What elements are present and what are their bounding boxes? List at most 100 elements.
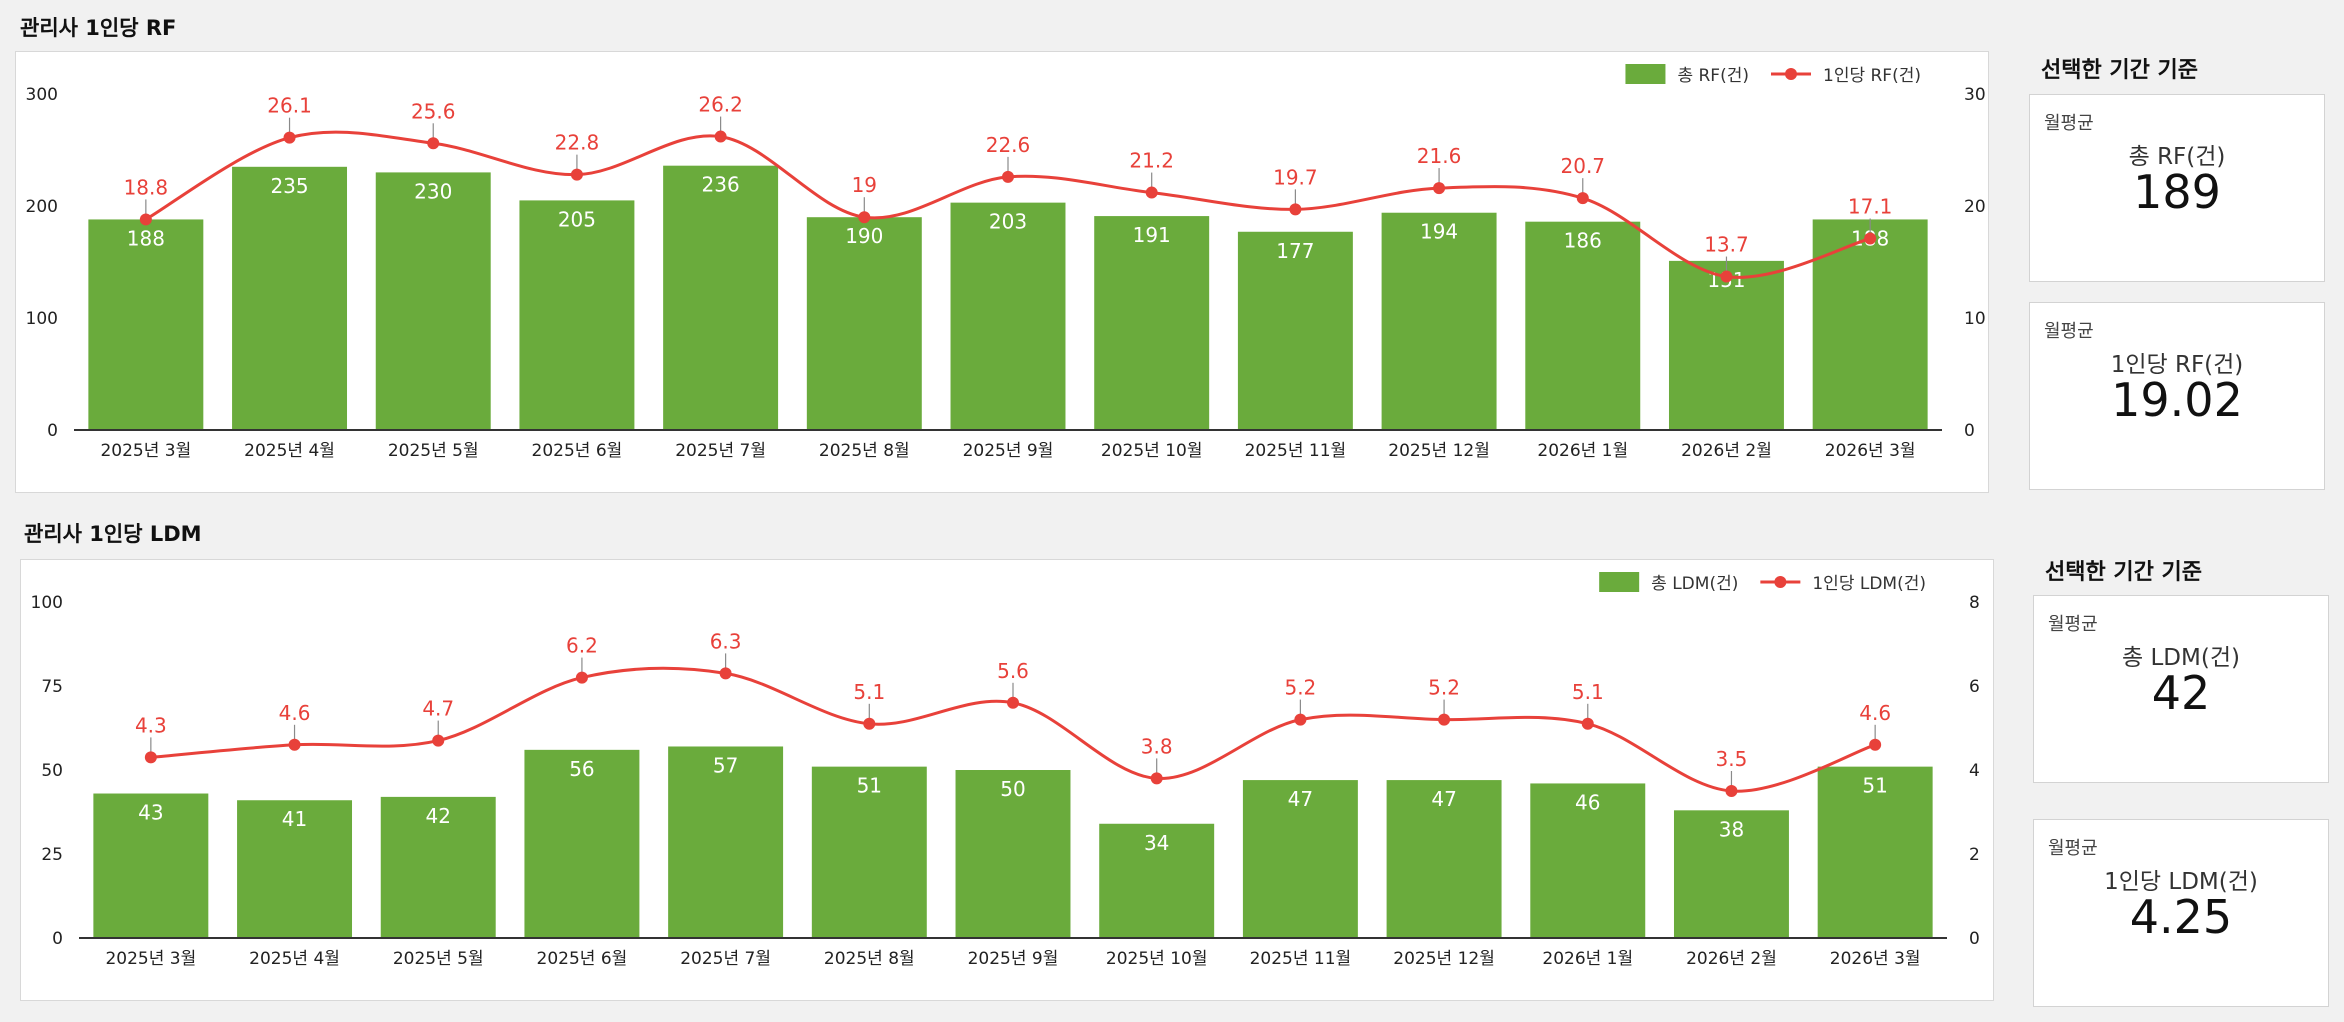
rf-chart-svg: 0 100 200 300 0 10 20 30 188 2025년 3월 235 2025년 4월 2…	[26, 64, 1986, 461]
rf-point	[1864, 232, 1877, 245]
ldm-bar	[1099, 823, 1215, 938]
ldm-point	[719, 667, 732, 680]
rf-bar	[1094, 216, 1210, 430]
ldm-bar-label: 51	[857, 774, 882, 798]
ldm-point-label: 3.8	[1141, 734, 1173, 758]
ldm-point	[1869, 738, 1882, 751]
ldm-point-label: 5.2	[1284, 676, 1316, 700]
rf-point	[1576, 192, 1589, 205]
ldm-x-tick: 2025년 7월	[680, 949, 771, 969]
rf-bar-label: 194	[1420, 220, 1458, 244]
ldm-right-tick: 4	[1969, 761, 1980, 781]
rf-right-tick: 20	[1964, 197, 1986, 217]
ldm-bar	[1530, 783, 1646, 938]
card-label: 1인당 LDM(건)	[2104, 869, 2258, 895]
ldm-bar-label: 47	[1431, 787, 1456, 811]
rf-bar	[1237, 231, 1353, 430]
rf-point-label: 17.1	[1848, 194, 1893, 218]
rf-point-label: 21.6	[1417, 144, 1462, 168]
ldm-point	[1294, 713, 1307, 726]
ldm-bar	[237, 800, 353, 938]
ldm-point-label: 6.3	[710, 629, 742, 653]
ldm-left-tick: 100	[31, 593, 63, 613]
ldm-x-tick: 2025년 12월	[1393, 949, 1495, 969]
ldm-point-label: 6.2	[566, 634, 598, 658]
rf-chart: 0 100 200 300 0 10 20 30 188 2025년 3월 235 2025년 4월 2…	[15, 51, 1989, 493]
ldm-x-tick: 2025년 11월	[1250, 949, 1352, 969]
rf-point-label: 19	[852, 173, 877, 197]
rf-point	[283, 131, 296, 144]
ldm-bar-label: 56	[569, 757, 594, 781]
ldm-bar	[955, 770, 1071, 938]
rf-point-label: 21.2	[1129, 149, 1174, 173]
rf-x-tick: 2025년 6월	[532, 441, 623, 461]
rf-bar	[375, 172, 491, 430]
rf-bar	[232, 166, 348, 431]
rf-bar-label: 190	[845, 224, 883, 248]
ldm-legend-bar-swatch	[1599, 572, 1640, 592]
rf-right-tick: 10	[1964, 309, 1986, 329]
ldm-point-label: 5.6	[997, 659, 1029, 683]
rf-left-tick: 200	[26, 197, 58, 217]
rf-legend-bar-swatch	[1625, 64, 1666, 84]
rf-bar	[1525, 221, 1641, 430]
rf-point	[858, 211, 871, 224]
rf-bar-label: 188	[127, 226, 165, 250]
card-caption: 월평균	[2044, 113, 2094, 134]
rf-x-tick: 2025년 3월	[100, 441, 191, 461]
ldm-bar-label: 50	[1000, 777, 1025, 801]
ldm-x-tick: 2025년 10월	[1106, 949, 1208, 969]
ldm-x-tick: 2025년 9월	[968, 949, 1059, 969]
ldm-point-label: 3.5	[1716, 747, 1748, 771]
rf-point	[1145, 186, 1158, 199]
rf-bar-label: 203	[989, 210, 1027, 234]
card-value: 19.02	[2111, 373, 2243, 427]
card-caption: 월평균	[2048, 614, 2098, 635]
ldm-x-tick: 2025년 5월	[393, 949, 484, 969]
rf-point	[427, 137, 440, 150]
ldm-point	[1150, 772, 1163, 785]
ldm-point	[1725, 785, 1738, 797]
ldm-right-tick: 8	[1969, 593, 1980, 613]
rf-bar-label: 236	[702, 173, 740, 197]
ldm-legend-line-label: 1인당 LDM(건)	[1812, 574, 1926, 594]
ldm-left-tick: 50	[41, 761, 63, 781]
ldm-right-tick: 2	[1969, 845, 1980, 865]
ldm-point	[863, 717, 876, 730]
ldm-point-label: 4.3	[135, 713, 167, 737]
rf-side-title: 선택한 기간 기준	[2041, 58, 2198, 83]
rf-left-tick: 100	[26, 309, 58, 329]
ldm-point	[288, 738, 301, 751]
ldm-legend-bar-label: 총 LDM(건)	[1651, 574, 1738, 594]
rf-legend-line-label: 1인당 RF(건)	[1823, 66, 1921, 86]
rf-card-per-person: 월평균 1인당 RF(건) 19.02	[2029, 302, 2325, 490]
ldm-bar-label: 47	[1288, 787, 1313, 811]
ldm-bar	[668, 746, 784, 938]
rf-bar	[1381, 212, 1497, 430]
rf-bar-label: 177	[1276, 239, 1314, 263]
rf-x-tick: 2025년 7월	[675, 441, 766, 461]
rf-x-tick: 2026년 2월	[1681, 441, 1772, 461]
rf-point	[1289, 203, 1302, 216]
card-value: 4.25	[2129, 890, 2233, 944]
ldm-point	[1581, 717, 1594, 730]
ldm-bar	[524, 749, 640, 938]
rf-point-label: 26.1	[267, 94, 312, 118]
rf-point	[714, 130, 727, 143]
rf-x-tick: 2025년 12월	[1388, 441, 1490, 461]
ldm-card-per-person: 월평균 1인당 LDM(건) 4.25	[2033, 819, 2329, 1007]
ldm-x-tick: 2025년 6월	[537, 949, 628, 969]
rf-right-tick: 30	[1964, 85, 1986, 105]
ldm-point-label: 5.1	[1572, 680, 1604, 704]
ldm-right-tick: 0	[1969, 929, 1980, 949]
ldm-bar-label: 34	[1144, 831, 1169, 855]
ldm-bar-label: 51	[1862, 774, 1887, 798]
rf-point-label: 26.2	[698, 93, 743, 117]
ldm-bar	[811, 766, 927, 938]
ldm-left-tick: 75	[41, 677, 63, 697]
ldm-x-tick: 2026년 2월	[1686, 949, 1777, 969]
ldm-bar-label: 41	[282, 807, 307, 831]
rf-point	[1002, 170, 1014, 183]
rf-bar-label: 235	[270, 174, 308, 198]
